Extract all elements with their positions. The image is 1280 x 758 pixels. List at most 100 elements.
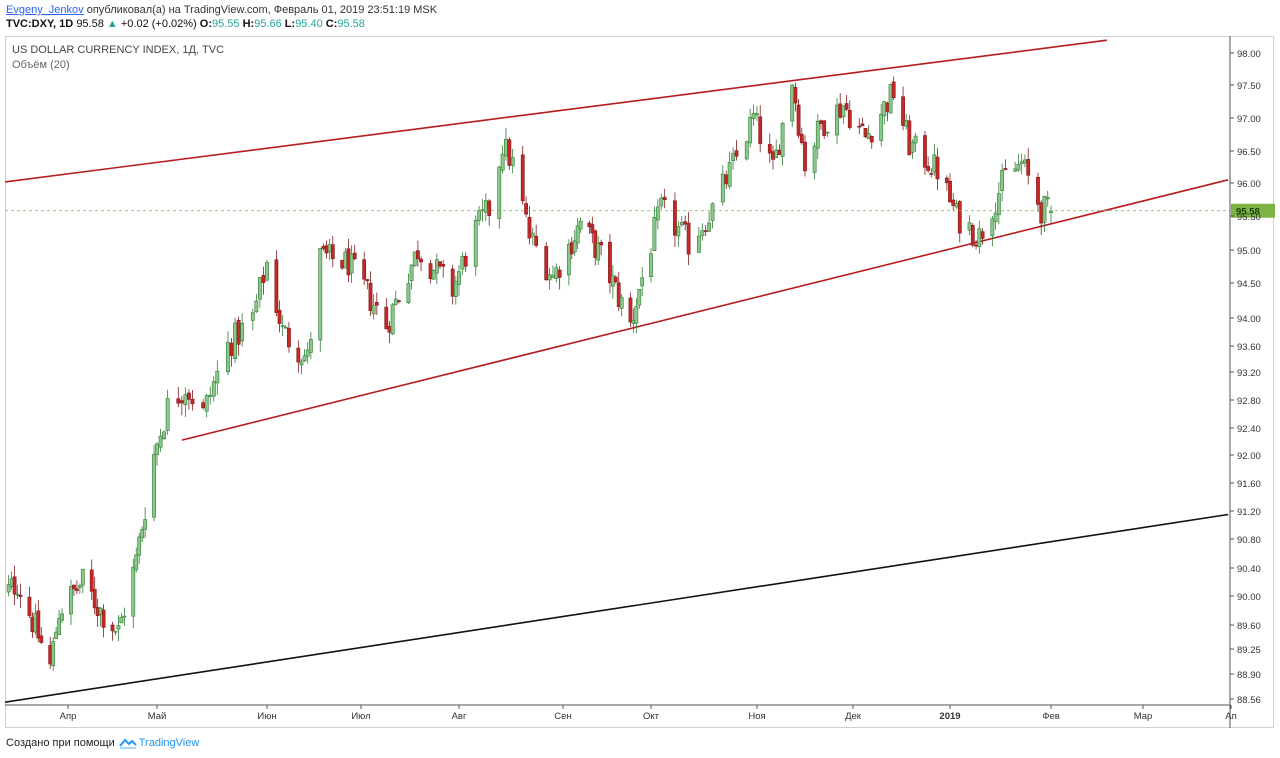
candle-body [374, 302, 379, 306]
candle-body [277, 309, 282, 324]
candle-body [113, 630, 118, 633]
candle-body [758, 116, 763, 145]
candle-body [500, 153, 505, 171]
candle-body [796, 104, 801, 136]
candle-body [510, 157, 515, 166]
candle-body [799, 133, 804, 144]
candle-body [134, 554, 139, 571]
candle-body [51, 641, 56, 667]
candle-body [324, 245, 329, 254]
candle-body [547, 274, 552, 281]
candle-body [158, 435, 163, 448]
price-tick-label: 95.50 [1237, 212, 1261, 223]
candle-body [879, 113, 884, 141]
candle-body [504, 138, 508, 157]
candle-body [349, 253, 354, 274]
candle-body [101, 609, 106, 628]
candle-body [412, 251, 417, 266]
candle-body [524, 203, 528, 215]
candle-body [240, 322, 245, 342]
candle-body [847, 110, 852, 128]
candle-body [1016, 164, 1021, 171]
candle-body [330, 244, 335, 259]
candle-body [863, 128, 868, 138]
author-link[interactable]: Evgeny_Jenkov [6, 4, 84, 16]
candle-body [143, 519, 148, 530]
candle-body [406, 283, 411, 304]
candle-body [296, 347, 301, 363]
created-with-text: Создано при помощи [6, 737, 115, 749]
candle-body [371, 305, 376, 315]
candle-body [60, 613, 64, 621]
candle-body [299, 361, 304, 366]
price-tick-label: 92.80 [1237, 396, 1261, 407]
candle-body [652, 217, 657, 251]
price-tick-label: 92.40 [1237, 424, 1261, 435]
candle-body [703, 230, 708, 232]
low-label: L: [284, 18, 296, 30]
candle-body [901, 96, 905, 126]
candle-body [634, 306, 639, 324]
candle-body [131, 566, 136, 617]
candle-body [596, 242, 601, 261]
time-tick-label: Июл [351, 711, 370, 722]
time-tick-label: Окт [643, 711, 660, 722]
tradingview-link[interactable]: TradingView [118, 737, 199, 749]
candle-body [387, 326, 392, 333]
candle-body [885, 102, 890, 112]
tradingview-logo-icon [118, 738, 137, 749]
price-tick-label: 97.00 [1237, 114, 1261, 125]
candle-body [720, 173, 725, 203]
candle-body [566, 244, 571, 276]
candle-body [655, 206, 660, 221]
candle-body [477, 210, 482, 221]
candle-body [751, 112, 756, 120]
candle-body [727, 161, 732, 187]
time-tick-label: Апр [60, 711, 77, 722]
candle-body [755, 113, 759, 116]
candle-body [967, 222, 972, 231]
trend-line-lower-support [181, 179, 1229, 441]
candle-body [882, 101, 887, 117]
candle-body [662, 196, 667, 201]
candle-body [777, 149, 782, 155]
footer: Создано при помощи TradingView [6, 737, 199, 749]
time-tick-label: Авг [452, 711, 467, 722]
price-tick-label: 90.80 [1237, 535, 1261, 546]
candle-body [179, 400, 184, 404]
candle-body [1026, 159, 1031, 176]
candle-body [36, 610, 41, 639]
time-tick-label: 2019 [939, 711, 960, 722]
candle-body [948, 180, 952, 203]
candle-body [686, 222, 691, 255]
candle-body [211, 381, 216, 397]
candle-body [530, 232, 535, 237]
candle-body [54, 631, 59, 639]
candle-body [457, 271, 461, 285]
volume-indicator-label[interactable]: Объём (20) [12, 59, 70, 71]
candle-body [176, 398, 181, 404]
candle-body [904, 120, 909, 127]
price-tick-label: 94.00 [1237, 314, 1261, 325]
candle-body [590, 224, 595, 234]
candle-body [352, 252, 357, 260]
candle-body [463, 255, 468, 267]
candle-body [707, 222, 712, 232]
candle-body [497, 166, 502, 219]
candle-body [724, 174, 729, 185]
candle-body [557, 269, 562, 278]
candle-body [250, 312, 255, 321]
candle-body [431, 269, 436, 280]
price-tick-label: 89.60 [1237, 621, 1261, 632]
candle-body [980, 231, 985, 239]
candle-body [841, 105, 846, 118]
triangle-up-icon: ▲ [106, 18, 118, 30]
candle-body [254, 300, 259, 313]
price-chart[interactable]: 95.58 98.00 97.50 97.00 96.50 96.00 95.50 95.0… [5, 36, 1275, 728]
last-price: 95.58 [76, 18, 104, 30]
published-text: опубликовал(а) на TradingView.com, Февра… [86, 4, 438, 16]
candle-body [935, 156, 940, 180]
candle-body [409, 264, 414, 282]
candle-body [913, 135, 918, 144]
candle-body [441, 263, 446, 267]
